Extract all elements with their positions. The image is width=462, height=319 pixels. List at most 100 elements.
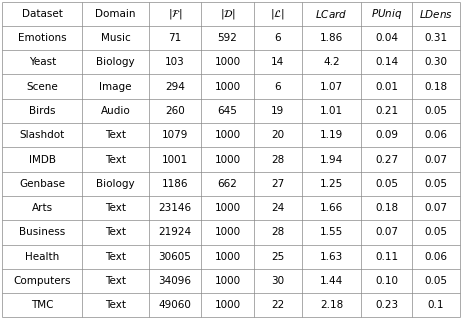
Text: Health: Health: [25, 252, 60, 262]
Text: Text: Text: [105, 130, 126, 140]
Text: IMDB: IMDB: [29, 154, 56, 165]
Text: 0.05: 0.05: [375, 179, 398, 189]
Text: $LDens$: $LDens$: [419, 8, 453, 20]
Text: Text: Text: [105, 300, 126, 310]
Text: Text: Text: [105, 154, 126, 165]
Text: 0.23: 0.23: [375, 300, 398, 310]
Text: 0.30: 0.30: [424, 57, 447, 67]
Text: Business: Business: [19, 227, 66, 237]
Text: 34096: 34096: [158, 276, 191, 286]
Text: 6: 6: [274, 33, 281, 43]
Text: 1079: 1079: [162, 130, 188, 140]
Text: $|\mathcal{L}|$: $|\mathcal{L}|$: [270, 7, 286, 21]
Text: 23146: 23146: [158, 203, 192, 213]
Text: Text: Text: [105, 203, 126, 213]
Text: Dataset: Dataset: [22, 9, 63, 19]
Text: Image: Image: [99, 82, 132, 92]
Text: Text: Text: [105, 252, 126, 262]
Text: 1.07: 1.07: [320, 82, 343, 92]
Text: Text: Text: [105, 276, 126, 286]
Text: 1.66: 1.66: [320, 203, 343, 213]
Text: 6: 6: [274, 82, 281, 92]
Text: 0.05: 0.05: [424, 179, 447, 189]
Text: Music: Music: [101, 33, 130, 43]
Text: Text: Text: [105, 227, 126, 237]
Text: 1000: 1000: [214, 130, 241, 140]
Text: Genbase: Genbase: [19, 179, 65, 189]
Text: 28: 28: [271, 154, 285, 165]
Text: 1000: 1000: [214, 82, 241, 92]
Text: Arts: Arts: [32, 203, 53, 213]
Text: 0.21: 0.21: [375, 106, 398, 116]
Text: 0.07: 0.07: [424, 154, 447, 165]
Text: 0.31: 0.31: [424, 33, 447, 43]
Text: 1.55: 1.55: [320, 227, 343, 237]
Text: 1000: 1000: [214, 252, 241, 262]
Text: $PUniq$: $PUniq$: [371, 7, 402, 21]
Text: Audio: Audio: [101, 106, 130, 116]
Text: Scene: Scene: [26, 82, 58, 92]
Text: 22: 22: [271, 300, 285, 310]
Text: 1.25: 1.25: [320, 179, 343, 189]
Text: 0.1: 0.1: [427, 300, 444, 310]
Text: 1.94: 1.94: [320, 154, 343, 165]
Text: 1.01: 1.01: [320, 106, 343, 116]
Text: 0.06: 0.06: [424, 130, 447, 140]
Text: Birds: Birds: [29, 106, 55, 116]
Text: 0.18: 0.18: [375, 203, 398, 213]
Text: 0.01: 0.01: [375, 82, 398, 92]
Text: 24: 24: [271, 203, 285, 213]
Text: 1000: 1000: [214, 57, 241, 67]
Text: 0.09: 0.09: [375, 130, 398, 140]
Text: 20: 20: [271, 130, 285, 140]
Text: 1.19: 1.19: [320, 130, 343, 140]
Text: 0.04: 0.04: [375, 33, 398, 43]
Text: Yeast: Yeast: [29, 57, 56, 67]
Text: 21924: 21924: [158, 227, 192, 237]
Text: 0.11: 0.11: [375, 252, 398, 262]
Text: 2.18: 2.18: [320, 300, 343, 310]
Text: 260: 260: [165, 106, 185, 116]
Text: 1000: 1000: [214, 300, 241, 310]
Text: $|\mathcal{D}|$: $|\mathcal{D}|$: [219, 7, 236, 21]
Text: 294: 294: [165, 82, 185, 92]
Text: 1000: 1000: [214, 276, 241, 286]
Text: Emotions: Emotions: [18, 33, 67, 43]
Text: 14: 14: [271, 57, 285, 67]
Text: 0.05: 0.05: [424, 276, 447, 286]
Text: 0.18: 0.18: [424, 82, 447, 92]
Text: Computers: Computers: [13, 276, 71, 286]
Text: 0.05: 0.05: [424, 227, 447, 237]
Text: 0.06: 0.06: [424, 252, 447, 262]
Text: 1.86: 1.86: [320, 33, 343, 43]
Text: $|\mathcal{F}|$: $|\mathcal{F}|$: [168, 7, 182, 21]
Text: 0.07: 0.07: [424, 203, 447, 213]
Text: Biology: Biology: [96, 179, 135, 189]
Text: 0.27: 0.27: [375, 154, 398, 165]
Text: 19: 19: [271, 106, 285, 116]
Text: Slashdot: Slashdot: [20, 130, 65, 140]
Text: 0.07: 0.07: [375, 227, 398, 237]
Text: 1186: 1186: [162, 179, 188, 189]
Text: 28: 28: [271, 227, 285, 237]
Text: 30: 30: [271, 276, 285, 286]
Text: 1.63: 1.63: [320, 252, 343, 262]
Text: 4.2: 4.2: [323, 57, 340, 67]
Text: Biology: Biology: [96, 57, 135, 67]
Text: 592: 592: [218, 33, 237, 43]
Text: 0.05: 0.05: [424, 106, 447, 116]
Text: 1.44: 1.44: [320, 276, 343, 286]
Text: 1001: 1001: [162, 154, 188, 165]
Text: 71: 71: [168, 33, 182, 43]
Text: 1000: 1000: [214, 154, 241, 165]
Text: 49060: 49060: [158, 300, 191, 310]
Text: 30605: 30605: [158, 252, 191, 262]
Text: $LCard$: $LCard$: [316, 8, 348, 20]
Text: Domain: Domain: [95, 9, 136, 19]
Text: 662: 662: [218, 179, 237, 189]
Text: TMC: TMC: [31, 300, 54, 310]
Text: 103: 103: [165, 57, 185, 67]
Text: 27: 27: [271, 179, 285, 189]
Text: 645: 645: [218, 106, 237, 116]
Text: 0.10: 0.10: [375, 276, 398, 286]
